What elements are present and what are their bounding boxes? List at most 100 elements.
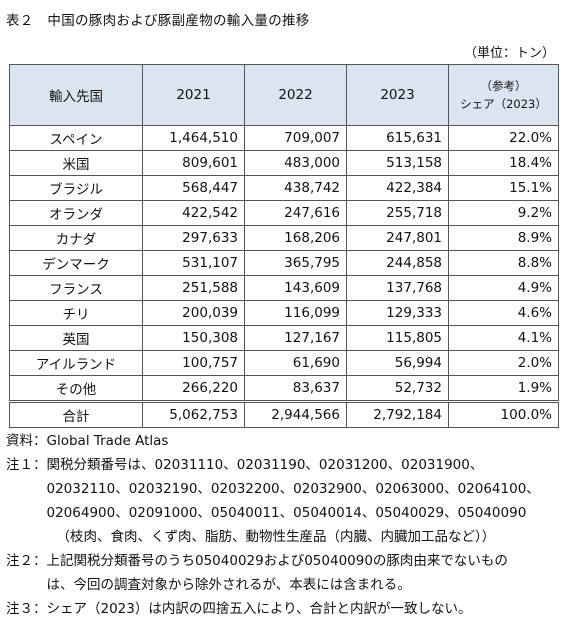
cell-2021: 5,062,753: [142, 400, 245, 428]
note-2-line: は、今回の調査対象から除外されるが、本表には含まれる。: [46, 577, 411, 593]
cell-2021: 251,588: [142, 275, 245, 301]
cell-origin: デンマーク: [9, 250, 143, 276]
table-row: スペイン 1,464,510 709,007 615,631 22.0%: [9, 125, 559, 151]
cell-2023: 52,732: [346, 375, 449, 402]
cell-2023: 137,768: [346, 275, 449, 301]
cell-2022: 2,944,566: [244, 400, 347, 428]
header-share-note: （参考）: [480, 79, 527, 93]
cell-2021: 1,464,510: [142, 125, 245, 151]
table-row: ブラジル 568,447 438,742 422,384 15.1%: [9, 175, 559, 201]
cell-2022: 83,637: [244, 375, 347, 402]
notes-section: 資料： Global Trade Atlas 注１： 関税分類番号は、02031…: [6, 429, 561, 621]
cell-2022: 365,795: [244, 250, 347, 276]
cell-2021: 100,757: [142, 350, 245, 376]
cell-2023: 422,384: [346, 175, 449, 201]
cell-2022: 61,690: [244, 350, 347, 376]
source-text: Global Trade Atlas: [46, 433, 169, 449]
cell-share: 4.6%: [448, 300, 559, 326]
cell-2023: 129,333: [346, 300, 449, 326]
table-row: フランス 251,588 143,609 137,768 4.9%: [9, 275, 559, 301]
note-2-label: 注２：: [6, 553, 47, 569]
table-body: スペイン 1,464,510 709,007 615,631 22.0% 米国 809,60…: [9, 125, 559, 428]
note-1-line: （枝肉、食肉、くず肉、脂肪、動物性生産品（内臓、内臓加工品など））: [56, 529, 496, 545]
cell-2021: 200,039: [142, 300, 245, 326]
cell-origin: スペイン: [9, 125, 143, 151]
table-row: 英国 150,308 127,167 115,805 4.1%: [9, 325, 559, 351]
header-2021: 2021: [142, 64, 245, 126]
note-1: 注１： 関税分類番号は、02031110、02031190、02031200、0…: [6, 453, 561, 549]
header-share-label: シェア（2023）: [460, 97, 547, 111]
cell-origin: カナダ: [9, 225, 143, 251]
cell-origin: アイルランド: [9, 350, 143, 376]
cell-2022: 709,007: [244, 125, 347, 151]
total-row: 合計 5,062,753 2,944,566 2,792,184 100.0%: [9, 400, 559, 428]
cell-2022: 247,616: [244, 200, 347, 226]
cell-2022: 116,099: [244, 300, 347, 326]
cell-2023: 244,858: [346, 250, 449, 276]
cell-2021: 150,308: [142, 325, 245, 351]
cell-2022: 438,742: [244, 175, 347, 201]
note-2: 注２： 上記関税分類番号のうち05040029および05040090の豚肉由来で…: [6, 549, 561, 597]
cell-2023: 513,158: [346, 150, 449, 176]
cell-share: 1.9%: [448, 375, 559, 402]
table-header: 輸入先国 2021 2022 2023 （参考） シェア（2023）: [9, 64, 559, 126]
cell-share: 4.1%: [448, 325, 559, 351]
cell-share: 4.9%: [448, 275, 559, 301]
source-label: 資料：: [6, 433, 47, 449]
cell-2023: 2,792,184: [346, 400, 449, 428]
table-row: その他 266,220 83,637 52,732 1.9%: [9, 375, 559, 402]
table-row: カナダ 297,633 168,206 247,801 8.9%: [9, 225, 559, 251]
cell-origin: オランダ: [9, 200, 143, 226]
unit-label: （単位：トン）: [463, 46, 555, 61]
table-row: アイルランド 100,757 61,690 56,994 2.0%: [9, 350, 559, 376]
cell-origin: 米国: [9, 150, 143, 176]
cell-share: 2.0%: [448, 350, 559, 376]
cell-2021: 266,220: [142, 375, 245, 402]
cell-share: 22.0%: [448, 125, 559, 151]
note-3: 注３： シェア（2023）は内訳の四捨五入により、合計と内訳が一致しない。: [6, 597, 561, 621]
cell-2021: 568,447: [142, 175, 245, 201]
cell-share: 8.8%: [448, 250, 559, 276]
cell-share: 9.2%: [448, 200, 559, 226]
cell-origin: その他: [9, 375, 143, 402]
cell-2021: 422,542: [142, 200, 245, 226]
header-2023: 2023: [346, 64, 449, 126]
cell-origin: ブラジル: [9, 175, 143, 201]
cell-2023: 255,718: [346, 200, 449, 226]
header-2022: 2022: [244, 64, 347, 126]
note-1-label: 注１：: [6, 457, 47, 473]
cell-origin: チリ: [9, 300, 143, 326]
import-table: 輸入先国 2021 2022 2023 （参考） シェア（2023） スペイン 1…: [9, 64, 559, 428]
table-row: チリ 200,039 116,099 129,333 4.6%: [9, 300, 559, 326]
note-1-line: 関税分類番号は、02031110、02031190、02031200、02031…: [46, 457, 484, 473]
cell-2022: 483,000: [244, 150, 347, 176]
cell-share: 8.9%: [448, 225, 559, 251]
cell-origin: 合計: [9, 400, 143, 428]
header-origin: 輸入先国: [9, 64, 143, 126]
cell-origin: フランス: [9, 275, 143, 301]
note-3-line: シェア（2023）は内訳の四捨五入により、合計と内訳が一致しない。: [46, 601, 472, 617]
source-note: 資料： Global Trade Atlas: [6, 429, 561, 453]
cell-2022: 168,206: [244, 225, 347, 251]
cell-2023: 115,805: [346, 325, 449, 351]
note-3-label: 注３：: [6, 601, 47, 617]
header-row: 輸入先国 2021 2022 2023 （参考） シェア（2023）: [9, 64, 559, 126]
table-title: 表２ 中国の豚肉および豚副産物の輸入量の推移: [6, 13, 310, 29]
cell-2022: 127,167: [244, 325, 347, 351]
table-row: デンマーク 531,107 365,795 244,858 8.8%: [9, 250, 559, 276]
cell-2021: 809,601: [142, 150, 245, 176]
note-1-line: 02032110、02032190、02032200、02032900、0206…: [46, 481, 540, 497]
cell-share: 18.4%: [448, 150, 559, 176]
cell-2022: 143,609: [244, 275, 347, 301]
cell-2021: 297,633: [142, 225, 245, 251]
cell-share: 100.0%: [448, 400, 559, 428]
note-1-line: 02064900、02091000、05040011、05040014、0504…: [46, 505, 527, 521]
table-row: 米国 809,601 483,000 513,158 18.4%: [9, 150, 559, 176]
cell-origin: 英国: [9, 325, 143, 351]
cell-2023: 247,801: [346, 225, 449, 251]
cell-2023: 56,994: [346, 350, 449, 376]
note-2-line: 上記関税分類番号のうち05040029および05040090の豚肉由来でないもの: [46, 553, 508, 569]
cell-2023: 615,631: [346, 125, 449, 151]
header-share: （参考） シェア（2023）: [448, 64, 559, 126]
cell-share: 15.1%: [448, 175, 559, 201]
